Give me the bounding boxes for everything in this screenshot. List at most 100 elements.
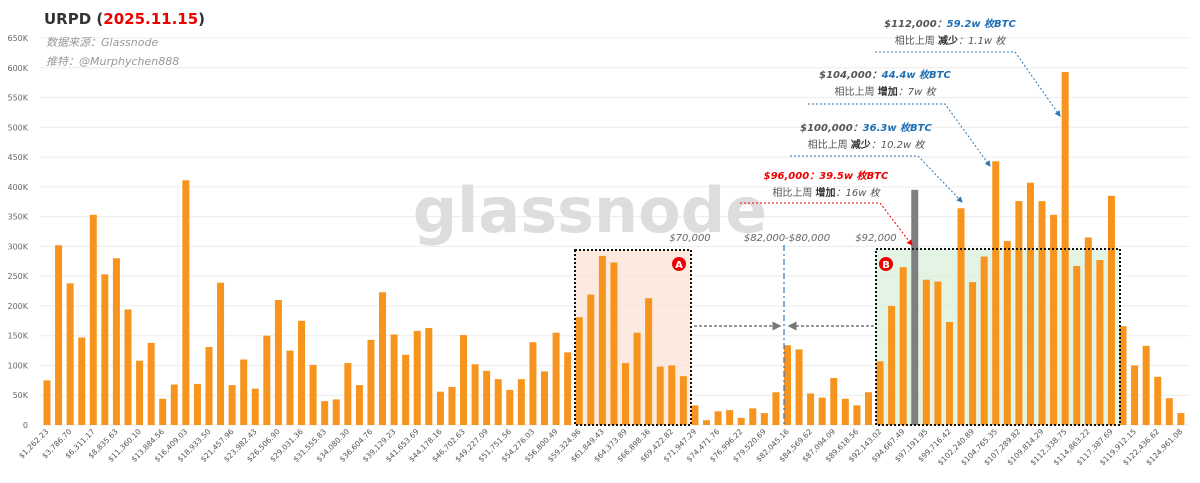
- bar: [737, 417, 745, 425]
- badge-b-label: B: [882, 260, 890, 271]
- bar: [193, 383, 201, 425]
- bar: [436, 391, 444, 425]
- bars: $1,262.23$3,786.70$6,311.17$8,835.63$11,…: [17, 71, 1184, 467]
- bar: [969, 282, 977, 425]
- title-part: URPD (: [44, 10, 103, 28]
- bar: [263, 335, 271, 425]
- y-tick-label: 500K: [7, 123, 28, 132]
- callout-price: $112,000：: [884, 19, 947, 30]
- callout-title: $100,000：36.3w 枚BTC: [800, 122, 932, 134]
- bar: [1154, 376, 1162, 425]
- y-tick-label: 650K: [7, 34, 28, 43]
- bar: [170, 384, 178, 425]
- bar: [471, 364, 479, 425]
- callout-amount: 39.5w 枚BTC: [819, 170, 889, 182]
- bar: [1131, 365, 1139, 425]
- callout-prefix: 相比上周: [772, 186, 815, 199]
- bar: [251, 388, 259, 425]
- callout-prefix: 相比上周: [835, 85, 878, 98]
- bar: [668, 365, 676, 425]
- y-tick-label: 100K: [7, 361, 28, 370]
- zone-label: $70,000: [669, 233, 710, 244]
- bar: [344, 363, 352, 425]
- bar: [1003, 241, 1011, 425]
- bar: [124, 309, 132, 425]
- bar: [876, 361, 884, 425]
- bar: [830, 377, 838, 425]
- bar: [413, 330, 421, 425]
- bar: [298, 320, 306, 425]
- callout-title: $104,000：44.4w 枚BTC: [819, 69, 951, 81]
- bar: [760, 413, 768, 425]
- callout-price: $96,000：: [764, 171, 820, 182]
- bar: [101, 274, 109, 425]
- callout-amount-change: ：1.1w 枚: [958, 35, 1007, 47]
- bar: [1026, 182, 1034, 425]
- callout-change: 相比上周 增加：16w 枚: [772, 186, 881, 199]
- y-tick-label: 300K: [7, 242, 28, 251]
- bar: [598, 255, 606, 425]
- bar: [494, 379, 502, 425]
- bar: [541, 371, 549, 425]
- bar: [448, 386, 456, 425]
- bar: [402, 354, 410, 425]
- bar: [992, 161, 1000, 425]
- bar: [702, 420, 710, 425]
- watermark: glassnode: [413, 174, 767, 247]
- callout-prefix: 相比上周: [808, 138, 851, 151]
- y-tick-label: 600K: [7, 64, 28, 73]
- zone-b-border: [875, 248, 1121, 426]
- bar: [841, 398, 849, 425]
- bar: [321, 401, 329, 425]
- bar: [1096, 260, 1104, 425]
- bar: [506, 389, 514, 425]
- bar: [78, 337, 86, 425]
- zone-label: $82,000-$80,000: [744, 233, 830, 244]
- y-tick-label: 200K: [7, 302, 28, 311]
- bar: [575, 317, 583, 425]
- bar: [552, 332, 560, 425]
- chart-title: URPD (2025.11.15): [44, 10, 205, 28]
- bar: [1084, 237, 1092, 425]
- bar: [864, 392, 872, 425]
- bar: [1165, 398, 1173, 425]
- y-tick-label: 250K: [7, 272, 28, 281]
- bar: [286, 350, 294, 425]
- bar: [714, 411, 722, 425]
- bar: [691, 405, 699, 425]
- y-tick-label: 350K: [7, 213, 28, 222]
- bar: [1107, 195, 1115, 425]
- callout-amount: 59.2w 枚BTC: [947, 18, 1017, 30]
- bar: [888, 305, 896, 425]
- bar: [945, 321, 953, 425]
- callout-direction: 减少: [938, 34, 958, 47]
- bar: [1142, 345, 1150, 425]
- bar: [899, 267, 907, 425]
- callout-direction: 增加: [816, 186, 836, 199]
- badge-b: [879, 257, 893, 271]
- bar: [656, 366, 664, 425]
- bar: [136, 360, 144, 425]
- callout-direction: 减少: [851, 138, 871, 151]
- callout-title: $96,000：39.5w 枚BTC: [764, 170, 889, 182]
- bar: [332, 399, 340, 425]
- bar: [1015, 201, 1023, 425]
- callout-amount-change: ：16w 枚: [836, 187, 882, 199]
- badge-a-label: A: [675, 260, 683, 271]
- bar: [240, 359, 248, 425]
- bar: [159, 398, 167, 425]
- bar: [460, 335, 468, 425]
- y-tick-label: 150K: [7, 332, 28, 341]
- zone-label: $92,000: [855, 233, 896, 244]
- bar: [309, 364, 317, 425]
- bar: [228, 385, 236, 425]
- y-tick-label: 0: [23, 421, 28, 430]
- bar: [517, 379, 525, 425]
- bar: [43, 380, 51, 425]
- bar: [772, 392, 780, 425]
- bar: [390, 334, 398, 425]
- bar: [529, 342, 537, 425]
- bar: [749, 408, 757, 425]
- bar: [934, 281, 942, 425]
- bar: [922, 279, 930, 425]
